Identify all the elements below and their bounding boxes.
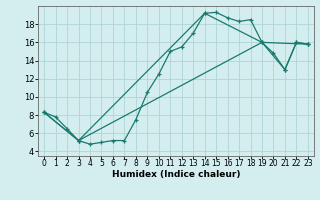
X-axis label: Humidex (Indice chaleur): Humidex (Indice chaleur) [112, 170, 240, 179]
